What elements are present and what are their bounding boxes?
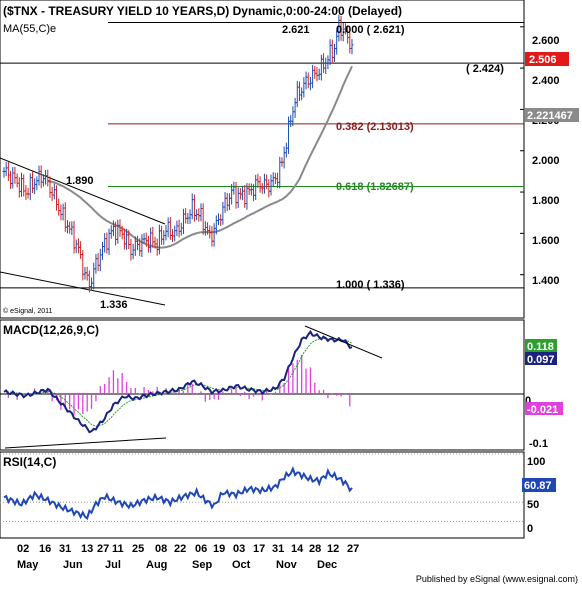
x-day-label: 17 bbox=[253, 543, 265, 555]
trendline-lower bbox=[0, 271, 166, 306]
fib-label-1000: 1.000 ( 1.336) bbox=[336, 279, 405, 291]
x-day-label: 06 bbox=[195, 543, 207, 555]
hist-value-badge bbox=[525, 402, 563, 415]
rsi-tick-50: 50 bbox=[527, 499, 539, 511]
chart-title: ($TNX - TREASURY YIELD 10 YEARS,D) Dynam… bbox=[3, 4, 402, 18]
x-month-label: Aug bbox=[146, 559, 167, 571]
y-tick-2400: 2.400 bbox=[532, 75, 560, 87]
x-day-label: 14 bbox=[291, 543, 304, 555]
annotation-1890: 1.890 bbox=[66, 175, 94, 187]
rsi-panel bbox=[0, 451, 525, 539]
y-tick-1800: 1.800 bbox=[532, 195, 560, 207]
last-value-badge bbox=[525, 52, 569, 66]
y-tick-2000: 2.000 bbox=[532, 155, 560, 167]
price-panel bbox=[0, 0, 525, 319]
fib-label-618: 0.618 (1.82687) bbox=[336, 181, 414, 193]
ma-label: MA(55,C)e bbox=[3, 23, 56, 35]
x-day-label: 25 bbox=[132, 543, 144, 555]
footer-credit: Published by eSignal (www.esignal.com) bbox=[415, 574, 578, 584]
ma-value-badge bbox=[525, 108, 579, 122]
macd-tick-neg01: -0.1 bbox=[529, 438, 548, 450]
resistance-label: ( 2.424) bbox=[466, 63, 504, 75]
copyright-label: © eSignal, 2011 bbox=[3, 307, 53, 315]
x-day-label: 13 bbox=[81, 543, 93, 555]
x-day-label: 16 bbox=[39, 543, 51, 555]
signal-value-label: 0.097 bbox=[527, 354, 555, 366]
annotation-1336: 1.336 bbox=[100, 299, 128, 311]
x-month-label: Nov bbox=[276, 559, 298, 571]
ma55-line bbox=[47, 65, 353, 249]
macd-value-label: 0.118 bbox=[527, 341, 554, 353]
x-day-label: 27 bbox=[97, 543, 109, 555]
x-day-label: 31 bbox=[59, 543, 71, 555]
macd-series-layer bbox=[0, 325, 524, 449]
rsi-line bbox=[3, 465, 353, 520]
y-tick-1600: 1.600 bbox=[532, 235, 560, 247]
macd-title: MACD(12,26,9,C) bbox=[3, 323, 99, 337]
x-month-label: May bbox=[17, 559, 39, 571]
x-day-label: 11 bbox=[112, 543, 124, 555]
annotation-2621: 2.621 bbox=[282, 24, 310, 36]
rsi-tick-100: 100 bbox=[527, 456, 545, 468]
x-day-label: 28 bbox=[309, 543, 321, 555]
x-day-label: 02 bbox=[17, 543, 29, 555]
macd-line bbox=[3, 329, 353, 434]
rsi-tick-0: 0 bbox=[527, 523, 533, 535]
x-month-label: Jun bbox=[63, 559, 83, 571]
last-value-label: 2.506 bbox=[529, 54, 557, 66]
x-month-label: Oct bbox=[232, 559, 251, 571]
rsi-value-label: 60.87 bbox=[524, 480, 552, 492]
macd-value-badge bbox=[525, 339, 557, 352]
x-day-label: 03 bbox=[233, 543, 245, 555]
rsi-title: RSI(14,C) bbox=[3, 455, 56, 469]
trendline-upper bbox=[0, 157, 166, 225]
axis-layer bbox=[520, 26, 524, 276]
macd-signal-line bbox=[3, 337, 353, 427]
hist-value-label: -0.021 bbox=[527, 404, 558, 416]
y-tick-2600: 2.600 bbox=[532, 35, 560, 47]
macd-panel bbox=[0, 319, 525, 451]
x-month-label: Dec bbox=[317, 559, 337, 571]
x-day-label: 27 bbox=[347, 543, 359, 555]
x-day-label: 12 bbox=[327, 543, 339, 555]
y-tick-1400: 1.400 bbox=[532, 275, 560, 287]
fib-label-000: 0.000 ( 2.621) bbox=[336, 24, 405, 36]
x-month-label: Jul bbox=[105, 559, 121, 571]
signal-value-badge bbox=[525, 352, 557, 365]
x-day-label: 22 bbox=[174, 543, 186, 555]
macd-tick-0: 0 bbox=[525, 395, 531, 407]
x-day-label: 19 bbox=[213, 543, 225, 555]
fib-label-382: 0.382 (2.13013) bbox=[336, 121, 414, 133]
macd-trendline-lower bbox=[4, 437, 167, 449]
x-axis: 02 16 31 13 27 11 25 08 22 06 19 03 17 3… bbox=[17, 543, 359, 571]
x-day-label: 08 bbox=[155, 543, 167, 555]
price-series-layer bbox=[0, 14, 524, 306]
macd-trendline-upper bbox=[304, 325, 383, 359]
rsi-value-badge bbox=[522, 478, 556, 492]
x-month-label: Sep bbox=[192, 559, 212, 571]
rsi-series-layer bbox=[0, 453, 524, 523]
ma-value-label: 2.221467 bbox=[527, 110, 573, 122]
x-day-label: 31 bbox=[272, 543, 284, 555]
